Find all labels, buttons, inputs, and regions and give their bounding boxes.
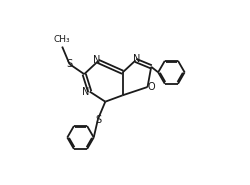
Text: O: O	[147, 82, 155, 92]
Text: CH₃: CH₃	[54, 35, 70, 44]
Text: N: N	[132, 54, 140, 64]
Text: S: S	[94, 115, 100, 125]
Text: N: N	[93, 55, 100, 65]
Text: N: N	[82, 87, 89, 97]
Text: S: S	[66, 59, 72, 69]
